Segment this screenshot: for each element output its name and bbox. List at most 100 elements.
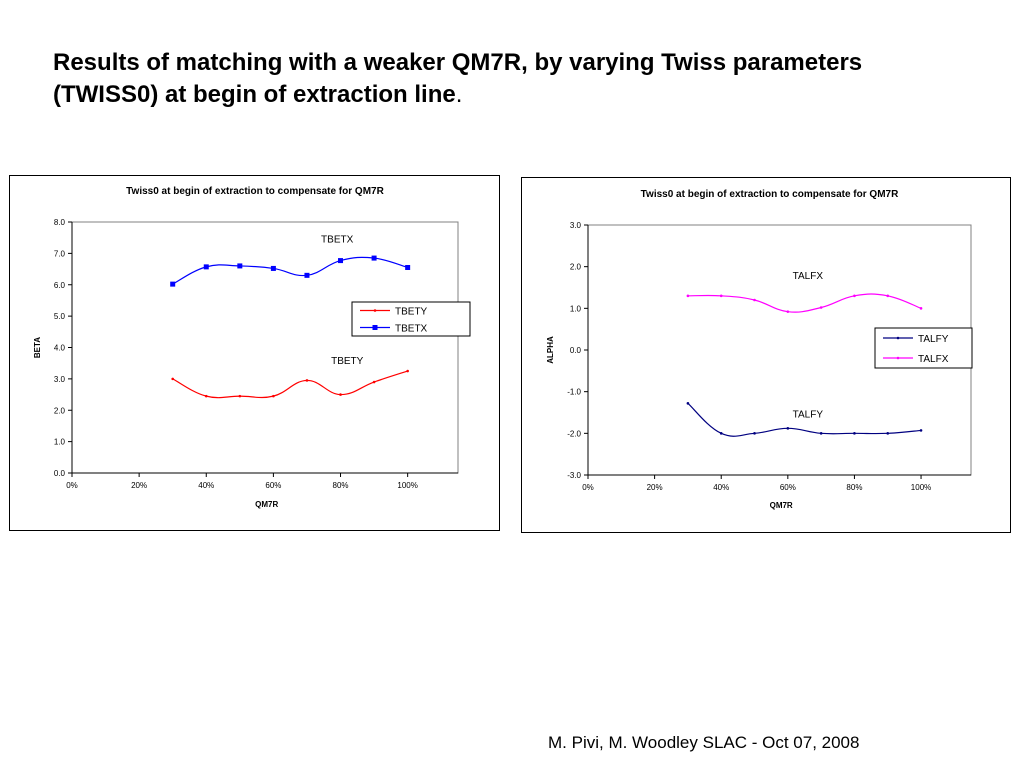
alpha-y-tick-label: -3.0 <box>567 471 581 480</box>
chart-panel-beta: Twiss0 at begin of extraction to compens… <box>9 175 500 531</box>
beta-x-axis-label: QM7R <box>255 500 278 509</box>
beta-chart: Twiss0 at begin of extraction to compens… <box>33 186 471 509</box>
alpha-y-axis-label: ALPHA <box>546 336 555 364</box>
beta-y-tick-label: 0.0 <box>54 469 66 478</box>
alpha-point-talfx <box>753 298 756 302</box>
beta-annotation-tbetx: TBETX <box>321 234 354 245</box>
beta-x-tick-label: 40% <box>198 481 214 490</box>
beta-x-tick-label: 100% <box>397 481 417 490</box>
beta-series-tbety <box>171 369 409 399</box>
alpha-legend-label-talfx: TALFX <box>918 354 949 365</box>
alpha-y-tick-label: -1.0 <box>567 388 581 397</box>
beta-y-tick-label: 1.0 <box>54 438 66 447</box>
chart-panel-alpha: Twiss0 at begin of extraction to compens… <box>521 177 1011 533</box>
beta-annotation-tbety: TBETY <box>331 356 364 367</box>
alpha-x-tick-label: 60% <box>780 483 796 492</box>
alpha-point-talfx <box>886 294 890 298</box>
alpha-legend: TALFY TALFX <box>874 327 973 369</box>
alpha-x-tick-label: 20% <box>647 483 663 492</box>
beta-line-tbety <box>172 370 408 399</box>
beta-x-tick-label: 60% <box>265 481 281 490</box>
beta-plot-area <box>71 221 459 474</box>
beta-point-tbetx <box>371 255 377 261</box>
beta-point-tbety <box>204 394 208 398</box>
alpha-point-talfx <box>919 307 923 310</box>
beta-point-tbety <box>339 393 342 396</box>
alpha-line-talfy <box>687 402 922 437</box>
beta-x-tick-label: 20% <box>131 481 147 490</box>
alpha-point-talfy <box>853 432 856 435</box>
beta-point-tbetx <box>270 265 276 271</box>
beta-point-tbetx <box>203 264 209 270</box>
alpha-x-tick-label: 0% <box>582 483 594 492</box>
slide-title: Results of matching with a weaker QM7R, … <box>53 47 983 111</box>
alpha-point-talfy <box>919 429 923 432</box>
beta-y-axis-label: BETA <box>33 337 42 358</box>
alpha-point-talfx <box>853 294 856 298</box>
alpha-point-talfy <box>819 432 823 435</box>
alpha-point-talfx <box>786 310 790 313</box>
alpha-annotation-talfx: TALFX <box>793 271 824 282</box>
beta-y-tick-label: 7.0 <box>54 249 66 258</box>
beta-y-tick-label: 4.0 <box>54 344 66 353</box>
alpha-x-axis-label: QM7R <box>770 501 793 510</box>
alpha-y-tick-label: 3.0 <box>570 221 582 230</box>
beta-point-tbetx <box>304 272 310 278</box>
alpha-point-talfy <box>753 432 756 435</box>
slide-title-line-2-text: (TWISS0) at begin of extraction line <box>53 81 456 108</box>
alpha-legend-label-talfy: TALFY <box>918 334 949 345</box>
beta-point-tbety <box>238 394 242 398</box>
alpha-chart-title: Twiss0 at begin of extraction to compens… <box>641 189 899 200</box>
beta-x-tick-label: 80% <box>333 481 349 490</box>
beta-y-tick-label: 6.0 <box>54 281 66 290</box>
beta-legend-box <box>351 301 471 337</box>
beta-series-tbetx <box>170 255 411 287</box>
beta-point-tbetx <box>237 263 243 269</box>
beta-legend-marker-tbetx <box>372 325 378 330</box>
alpha-x-tick-label: 80% <box>846 483 862 492</box>
beta-legend-label-tbetx: TBETX <box>395 324 428 335</box>
beta-y-tick-label: 5.0 <box>54 312 66 321</box>
beta-y-tick-label: 3.0 <box>54 375 66 384</box>
slide-title-line-1: Results of matching with a weaker QM7R, … <box>53 49 863 76</box>
alpha-y-tick-label: 0.0 <box>570 346 582 355</box>
alpha-y-tick-label: -2.0 <box>567 429 581 438</box>
beta-line-tbetx <box>172 256 408 285</box>
alpha-series-talfx <box>686 293 923 313</box>
beta-y-tick-label: 8.0 <box>54 218 66 227</box>
alpha-y-tick-label: 2.0 <box>570 263 582 272</box>
slide-title-end: . <box>455 81 463 108</box>
alpha-series-talfy <box>686 402 923 437</box>
beta-point-tbetx <box>170 281 176 287</box>
beta-point-tbety <box>305 379 309 382</box>
alpha-point-talfx <box>719 294 723 298</box>
beta-chart-title: Twiss0 at begin of extraction to compens… <box>126 186 384 197</box>
alpha-point-talfy <box>886 432 890 435</box>
alpha-x-tick-label: 40% <box>713 483 729 492</box>
beta-point-tbety <box>272 394 275 398</box>
beta-y-tick-label: 2.0 <box>54 406 66 415</box>
beta-legend-label-tbety: TBETY <box>395 307 428 318</box>
beta-point-tbetx <box>338 258 344 264</box>
alpha-y-tick-label: 1.0 <box>570 304 582 313</box>
alpha-point-talfy <box>786 427 790 430</box>
alpha-point-talfx <box>686 294 690 298</box>
footer-credit: M. Pivi, M. Woodley SLAC - Oct 07, 2008 <box>548 733 860 752</box>
beta-x-tick-label: 0% <box>66 481 78 490</box>
alpha-x-tick-label: 100% <box>911 483 931 492</box>
alpha-point-talfx <box>819 306 823 309</box>
alpha-chart: Twiss0 at begin of extraction to compens… <box>546 189 973 510</box>
alpha-line-talfx <box>687 293 922 313</box>
alpha-point-talfy <box>719 432 723 435</box>
alpha-legend-box <box>874 327 973 369</box>
alpha-annotation-talfy: TALFY <box>793 410 824 421</box>
alpha-point-talfy <box>686 402 690 405</box>
beta-point-tbetx <box>405 264 411 270</box>
beta-point-tbety <box>171 377 174 381</box>
alpha-legend-marker-talfy <box>896 336 900 340</box>
beta-legend: TBETY TBETX <box>351 301 471 337</box>
beta-point-tbety <box>372 380 376 384</box>
alpha-legend-marker-talfx <box>896 356 900 360</box>
slide-title-line-2: (TWISS0) at begin of extraction line. <box>53 79 983 111</box>
beta-point-tbety <box>406 369 409 373</box>
